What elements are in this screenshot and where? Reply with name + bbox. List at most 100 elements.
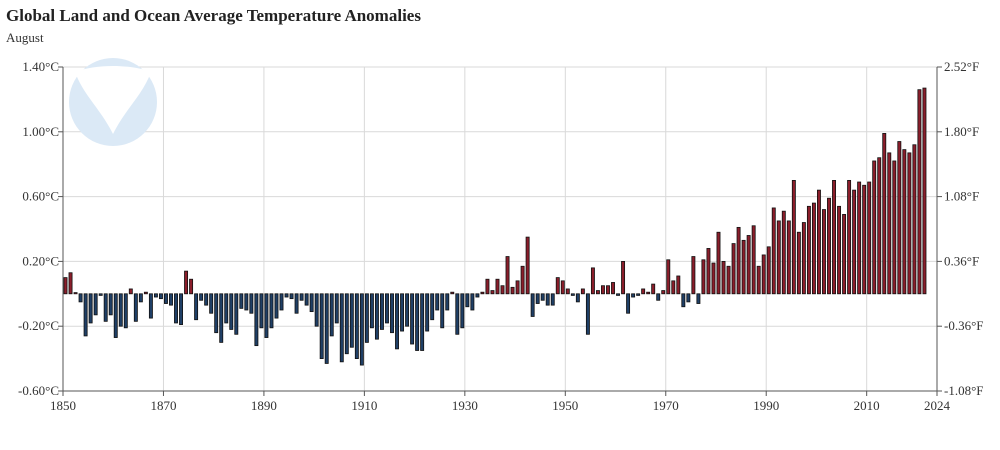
bar-1930 — [460, 293, 465, 329]
bar-2020 — [912, 144, 917, 295]
bar-1978 — [701, 259, 706, 295]
logo-text: NOAA — [91, 71, 135, 88]
bar-1988 — [751, 225, 756, 295]
bar-1977 — [696, 293, 701, 304]
x-tick-label: 1950 — [552, 398, 578, 413]
bar-1944 — [530, 293, 535, 317]
bar-1939 — [505, 256, 510, 295]
bar-1875 — [184, 270, 189, 295]
bar-1975 — [686, 293, 691, 303]
bar-1904 — [329, 293, 334, 337]
bar-1886 — [239, 293, 244, 309]
bar-1942 — [520, 265, 525, 295]
x-tick-label: 2024 — [924, 398, 951, 413]
bar-1967 — [646, 291, 651, 295]
bar-2022 — [922, 87, 927, 295]
bar-1856 — [88, 293, 93, 324]
bar-1945 — [535, 293, 540, 304]
y-tick-label-right: -0.36°F — [944, 318, 984, 333]
bar-1884 — [229, 293, 234, 330]
bar-1889 — [254, 293, 259, 347]
bar-1890 — [259, 293, 264, 329]
bar-2019 — [907, 152, 912, 295]
y-tick-label-right: 1.08°F — [944, 189, 979, 204]
y-tick-label-left: -0.20°C — [18, 318, 59, 333]
bar-2010 — [862, 184, 867, 295]
bar-1949 — [555, 277, 560, 295]
bar-1852 — [68, 272, 73, 295]
bar-1851 — [63, 277, 68, 295]
y-tick-label-right: -1.08°F — [944, 383, 984, 398]
bar-1922 — [420, 293, 425, 351]
bar-1866 — [138, 293, 143, 303]
bar-1913 — [374, 293, 379, 340]
bar-1953 — [575, 293, 580, 303]
bars — [63, 87, 927, 366]
bar-1982 — [721, 260, 726, 295]
bar-1877 — [194, 293, 199, 321]
bar-2007 — [847, 179, 852, 295]
bar-1897 — [294, 293, 299, 314]
bar-1979 — [706, 248, 711, 295]
bar-1970 — [661, 290, 666, 295]
bar-1966 — [641, 288, 646, 295]
bar-1969 — [656, 293, 661, 301]
bar-1993 — [776, 220, 781, 295]
x-tick-label: 2010 — [854, 398, 880, 413]
bar-1916 — [390, 293, 394, 334]
y-tick-label-left: 0.20°C — [22, 253, 59, 268]
x-tick-label: 1930 — [452, 398, 478, 413]
bar-1995 — [786, 220, 791, 295]
bar-1973 — [676, 275, 681, 295]
bar-1917 — [395, 293, 399, 350]
bar-1885 — [234, 293, 239, 335]
bar-1984 — [731, 243, 736, 295]
bar-1891 — [264, 293, 269, 338]
bar-1948 — [550, 293, 555, 306]
bar-1960 — [611, 282, 615, 295]
bar-1925 — [435, 293, 440, 311]
bar-1907 — [344, 293, 349, 355]
bar-1874 — [179, 293, 183, 325]
y-tick-label-right: 2.52°F — [944, 59, 979, 74]
bar-2017 — [897, 141, 902, 295]
bar-1863 — [123, 293, 128, 329]
bar-1938 — [500, 285, 505, 295]
bar-2012 — [872, 160, 877, 295]
bar-1882 — [219, 293, 224, 343]
grid-lines — [63, 66, 937, 392]
bar-1933 — [475, 293, 480, 298]
x-tick-label: 1970 — [653, 398, 679, 413]
bar-2004 — [832, 179, 836, 295]
bar-1950 — [560, 280, 565, 295]
bar-1965 — [636, 293, 641, 296]
bar-2009 — [857, 181, 862, 295]
bar-1958 — [601, 285, 605, 295]
bar-1976 — [691, 256, 696, 295]
bar-1954 — [580, 288, 585, 295]
bar-1980 — [711, 262, 716, 295]
bar-2003 — [827, 197, 831, 295]
x-tick-label: 1910 — [351, 398, 377, 413]
bar-1986 — [741, 239, 746, 295]
bar-1912 — [369, 293, 374, 329]
bar-2001 — [817, 189, 821, 295]
bar-2021 — [917, 89, 922, 295]
axes — [58, 66, 942, 396]
bar-1911 — [364, 293, 369, 343]
bar-1926 — [440, 293, 445, 329]
bar-1999 — [806, 205, 811, 295]
bar-1931 — [465, 293, 470, 308]
bar-1974 — [681, 293, 686, 308]
bar-1869 — [153, 293, 158, 298]
x-tick-label: 1850 — [50, 398, 76, 413]
bar-1991 — [766, 246, 771, 295]
chart-subtitle: August — [6, 30, 44, 45]
bar-1864 — [128, 288, 133, 295]
x-tick-label: 1890 — [251, 398, 277, 413]
bar-1943 — [525, 236, 530, 295]
bar-1961 — [616, 293, 620, 296]
noaa-logo-icon: NOAA — [69, 58, 157, 146]
bar-1853 — [73, 292, 78, 295]
bar-1905 — [334, 293, 339, 324]
